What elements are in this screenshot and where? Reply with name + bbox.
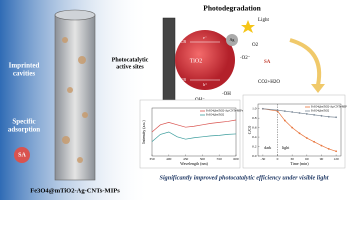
- point: [335, 116, 338, 119]
- material-label: Fe3O4@mTiO2-Ag-CNTs-MIPs: [30, 187, 120, 194]
- label: TiO2: [190, 58, 202, 64]
- x-tick-label: 90: [320, 157, 324, 161]
- sa-molecule: [14, 147, 30, 163]
- label: CO2+H2O: [258, 80, 280, 85]
- graphical-abstract: Imprinted cavities Specific adsorption S…: [0, 0, 347, 200]
- label: h⁺: [203, 82, 207, 87]
- label: ·O2⁻: [240, 56, 251, 61]
- y-tick-label: 0.2: [252, 144, 257, 148]
- legend-entry: Fe3O4@mTiO2-Ag-CNTs-MIPs: [206, 110, 243, 113]
- x-tick-label: 500: [200, 157, 206, 161]
- series-line: [151, 119, 237, 133]
- x-axis-label: Time (min): [290, 161, 309, 166]
- x-tick-label: 0: [277, 157, 279, 161]
- y-tick-label: 0.0: [252, 154, 257, 158]
- point: [320, 144, 323, 147]
- label: Specific: [12, 118, 35, 126]
- point: [327, 148, 330, 150]
- point: [291, 126, 294, 129]
- y-tick-label: 0.4: [252, 135, 257, 139]
- point: [335, 150, 338, 153]
- point: [283, 119, 286, 122]
- point: [298, 112, 301, 114]
- label: VB: [180, 77, 186, 82]
- label: Imprinted: [9, 62, 40, 70]
- nanotube: [54, 14, 96, 181]
- y-axis-label: Intensity (a.u.): [141, 120, 146, 144]
- pillar: [162, 17, 176, 107]
- label: O2: [252, 43, 259, 48]
- label: Light: [258, 18, 269, 23]
- y-tick-label: 0.6: [252, 125, 257, 129]
- x-tick-label: 120: [333, 157, 339, 161]
- legend-entry: Fe3O4@mTiO2: [206, 114, 225, 117]
- series-line: [262, 108, 337, 152]
- x-tick-label: 600: [233, 157, 239, 161]
- label: CB: [181, 39, 187, 44]
- label: active sites: [116, 64, 144, 70]
- point: [320, 114, 323, 117]
- chart-panel: [139, 99, 241, 169]
- label: SA: [18, 152, 26, 158]
- particles: [62, 37, 88, 163]
- x-tick-label: 350: [149, 157, 155, 161]
- arrow: [289, 38, 322, 86]
- nanotube-top: [54, 9, 96, 21]
- point: [298, 132, 301, 135]
- plot-frame: [257, 103, 342, 157]
- x-tick-label: -30: [261, 157, 266, 161]
- light-icon: [241, 20, 255, 33]
- point: [305, 137, 308, 139]
- ag-particle: [226, 34, 238, 46]
- point: [291, 111, 294, 113]
- title: Photodegradation: [203, 4, 261, 13]
- label: Photocatalytic: [112, 57, 149, 63]
- y-tick-label: 0.8: [252, 116, 257, 120]
- series-line: [262, 108, 337, 118]
- x-axis-label: Wavelength (nm): [180, 161, 208, 166]
- x-tick-label: 60: [305, 157, 309, 161]
- point: [313, 140, 316, 143]
- point: [283, 110, 286, 112]
- x-tick-label: 450: [183, 157, 189, 161]
- legend-entry: Fe3O4@mTiO2: [311, 110, 330, 113]
- y-axis-label: C/C0: [247, 126, 252, 134]
- point: [313, 113, 316, 116]
- x-tick-label: 30: [290, 157, 294, 161]
- x-tick-label: 400: [166, 157, 172, 161]
- annotation: light: [282, 145, 290, 150]
- tio2-sphere: [175, 30, 235, 90]
- label: e⁻: [203, 35, 207, 40]
- legend-entry: Fe3O4@mTiO2-Ag-CNTs-MIPs: [311, 106, 347, 109]
- label: ·OH: [222, 92, 231, 97]
- arrow-head: [311, 84, 325, 93]
- point: [327, 115, 330, 118]
- y-tick-label: 1.0: [252, 107, 257, 111]
- label: adsorption: [8, 126, 40, 134]
- label: cavities: [13, 70, 35, 78]
- point: [305, 113, 308, 115]
- label: SA: [264, 60, 271, 65]
- series-line: [151, 131, 237, 142]
- annotation: dark: [264, 145, 271, 150]
- label: Ag: [230, 37, 235, 42]
- point: [276, 109, 279, 112]
- x-tick-label: 550: [217, 157, 223, 161]
- point: [261, 107, 264, 110]
- caption: Significantly improved photocatalytic ef…: [160, 174, 329, 181]
